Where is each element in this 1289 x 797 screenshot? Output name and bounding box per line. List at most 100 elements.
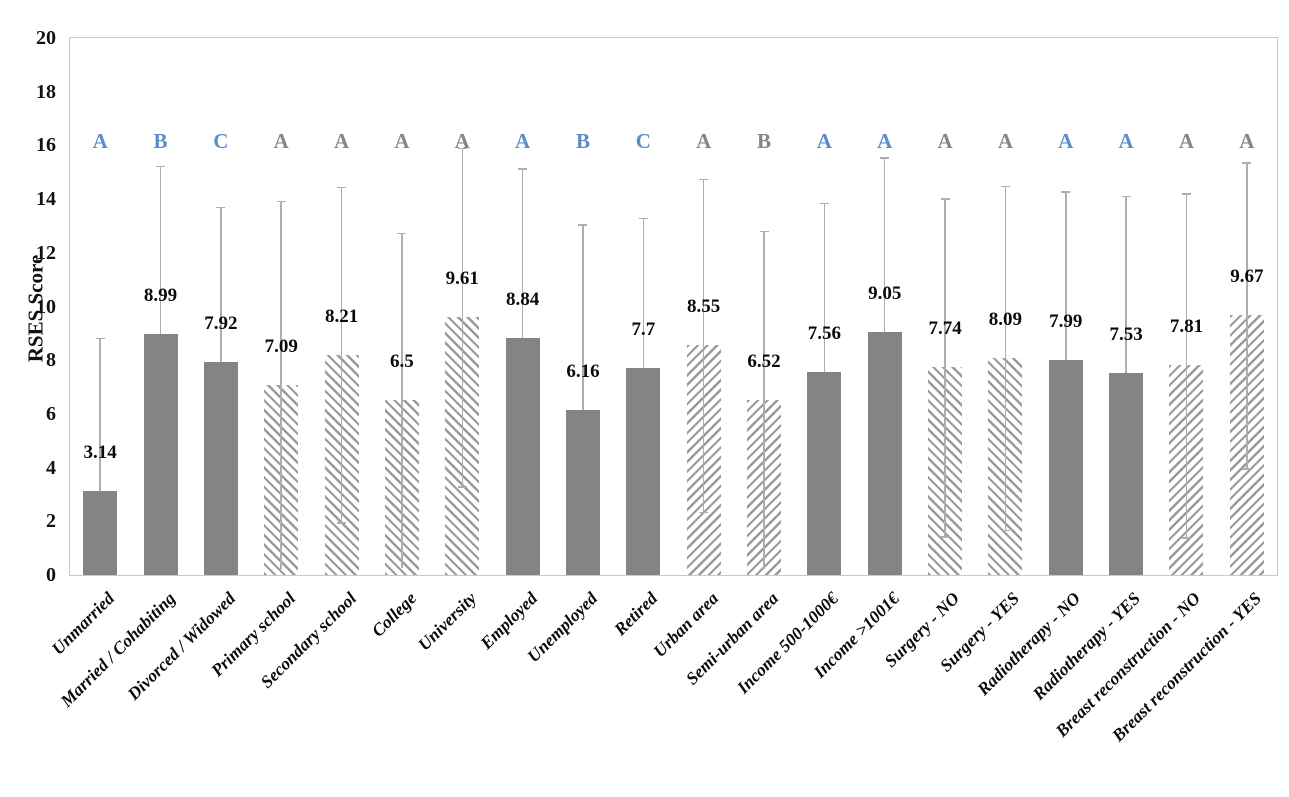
y-tick-label: 6 (46, 402, 56, 425)
error-bar-line (702, 178, 705, 512)
bar (867, 332, 902, 575)
significance-letter: A (1118, 129, 1134, 153)
significance-letter: A (937, 129, 953, 153)
error-bar-line (521, 168, 524, 338)
error-bar-top-cap (518, 168, 528, 170)
error-bar-line (99, 337, 101, 491)
error-bar-bottom-cap (1000, 529, 1010, 532)
error-bar-top-cap (940, 198, 950, 200)
error-bar-line (642, 217, 645, 369)
error-bar-top-cap (397, 232, 407, 235)
significance-letter: A (394, 129, 410, 153)
significance-letter: B (575, 129, 590, 153)
bar-value-label: 9.61 (445, 267, 479, 289)
significance-letter: A (877, 129, 893, 153)
bar-value-label: 7.09 (264, 335, 298, 357)
error-bar-top-cap (1181, 193, 1191, 195)
bar-value-label: 6.16 (566, 360, 600, 382)
error-bar-top-cap (457, 147, 467, 150)
bar (565, 409, 600, 575)
error-bar-line (1065, 191, 1067, 361)
bar-value-label: 3.14 (83, 441, 117, 463)
bar-value-label: 7.53 (1109, 323, 1143, 345)
error-bar-bottom-cap (337, 522, 347, 524)
bar (1048, 360, 1083, 575)
bar-value-label: 7.99 (1049, 311, 1083, 333)
error-bar-line (340, 186, 343, 523)
bar-value-label: 7.92 (204, 313, 238, 335)
bar (83, 490, 118, 575)
bar (143, 333, 178, 575)
y-tick-label: 2 (46, 510, 56, 533)
error-bar-line (944, 198, 946, 537)
error-bar-line (582, 224, 584, 410)
significance-letter: A (696, 129, 712, 153)
error-bar-line (883, 157, 886, 332)
bar-value-label: 8.55 (687, 296, 721, 318)
significance-letter: A (1178, 129, 1195, 153)
significance-letter: B (153, 129, 168, 153)
y-tick-label: 4 (46, 456, 56, 479)
y-tick-label: 18 (36, 80, 56, 103)
bar (203, 362, 238, 575)
significance-letter: A (454, 129, 470, 153)
bar-value-label: 8.99 (143, 284, 178, 306)
error-bar-line (220, 206, 222, 363)
error-bar-line (763, 230, 765, 570)
significance-letter: A (515, 129, 531, 153)
y-tick-label: 8 (46, 349, 56, 372)
bar-value-label: 9.67 (1230, 266, 1264, 288)
significance-letter: A (92, 129, 108, 153)
significance-letter: A (1058, 129, 1074, 153)
plot-area (68, 36, 1278, 576)
error-bar-top-cap (1242, 162, 1252, 164)
significance-letter: C (635, 129, 651, 153)
bar (1109, 372, 1144, 575)
error-bar-top-cap (216, 206, 226, 209)
y-tick-label: 20 (36, 27, 56, 49)
error-bar-top-cap (699, 178, 709, 181)
y-tick-label: 16 (36, 134, 56, 157)
error-bar-top-cap (1061, 191, 1071, 193)
bar-value-label: 8.84 (506, 288, 540, 310)
significance-letter: B (757, 129, 772, 153)
error-bar-bottom-cap (457, 486, 467, 488)
bar-value-label: 7.81 (1169, 316, 1204, 338)
error-bar-line (159, 165, 162, 334)
error-bar-line (461, 147, 464, 487)
significance-letter: A (333, 129, 350, 153)
y-tick-label: 0 (46, 564, 56, 586)
bar-value-label: 7.56 (807, 323, 841, 344)
error-bar-line (1004, 185, 1007, 530)
bar-value-label: 8.21 (324, 305, 359, 327)
error-bar-line (1185, 193, 1188, 538)
error-bar-top-cap (638, 217, 648, 220)
bar-value-label: 6.52 (747, 350, 781, 372)
error-bar-line (401, 232, 403, 569)
bar-value-label: 7.74 (928, 318, 962, 340)
error-bar-bottom-cap (699, 511, 709, 514)
error-bar-top-cap (1121, 195, 1131, 198)
error-bar-line (1125, 195, 1127, 373)
error-bar-top-cap (1000, 185, 1010, 188)
bar-value-label: 6.5 (390, 351, 414, 373)
error-bar-top-cap (880, 157, 890, 159)
error-bar-bottom-cap (940, 536, 950, 538)
bar-value-label: 9.05 (868, 283, 902, 304)
error-bar-top-cap (578, 224, 588, 226)
error-bar-top-cap (156, 165, 166, 168)
error-bar-top-cap (95, 337, 105, 340)
bar (807, 372, 842, 575)
y-tick-label: 14 (36, 188, 56, 211)
significance-letter: A (273, 129, 289, 153)
y-tick-label: 12 (36, 241, 56, 264)
significance-letter: A (1239, 129, 1255, 153)
bar-value-label: 7.7 (631, 319, 656, 341)
error-bar-line (280, 200, 282, 569)
significance-letter: A (997, 129, 1013, 153)
error-bar-top-cap (337, 186, 347, 189)
significance-letter: A (816, 129, 832, 153)
error-bar-line (823, 202, 826, 372)
error-bar-top-cap (819, 202, 829, 205)
